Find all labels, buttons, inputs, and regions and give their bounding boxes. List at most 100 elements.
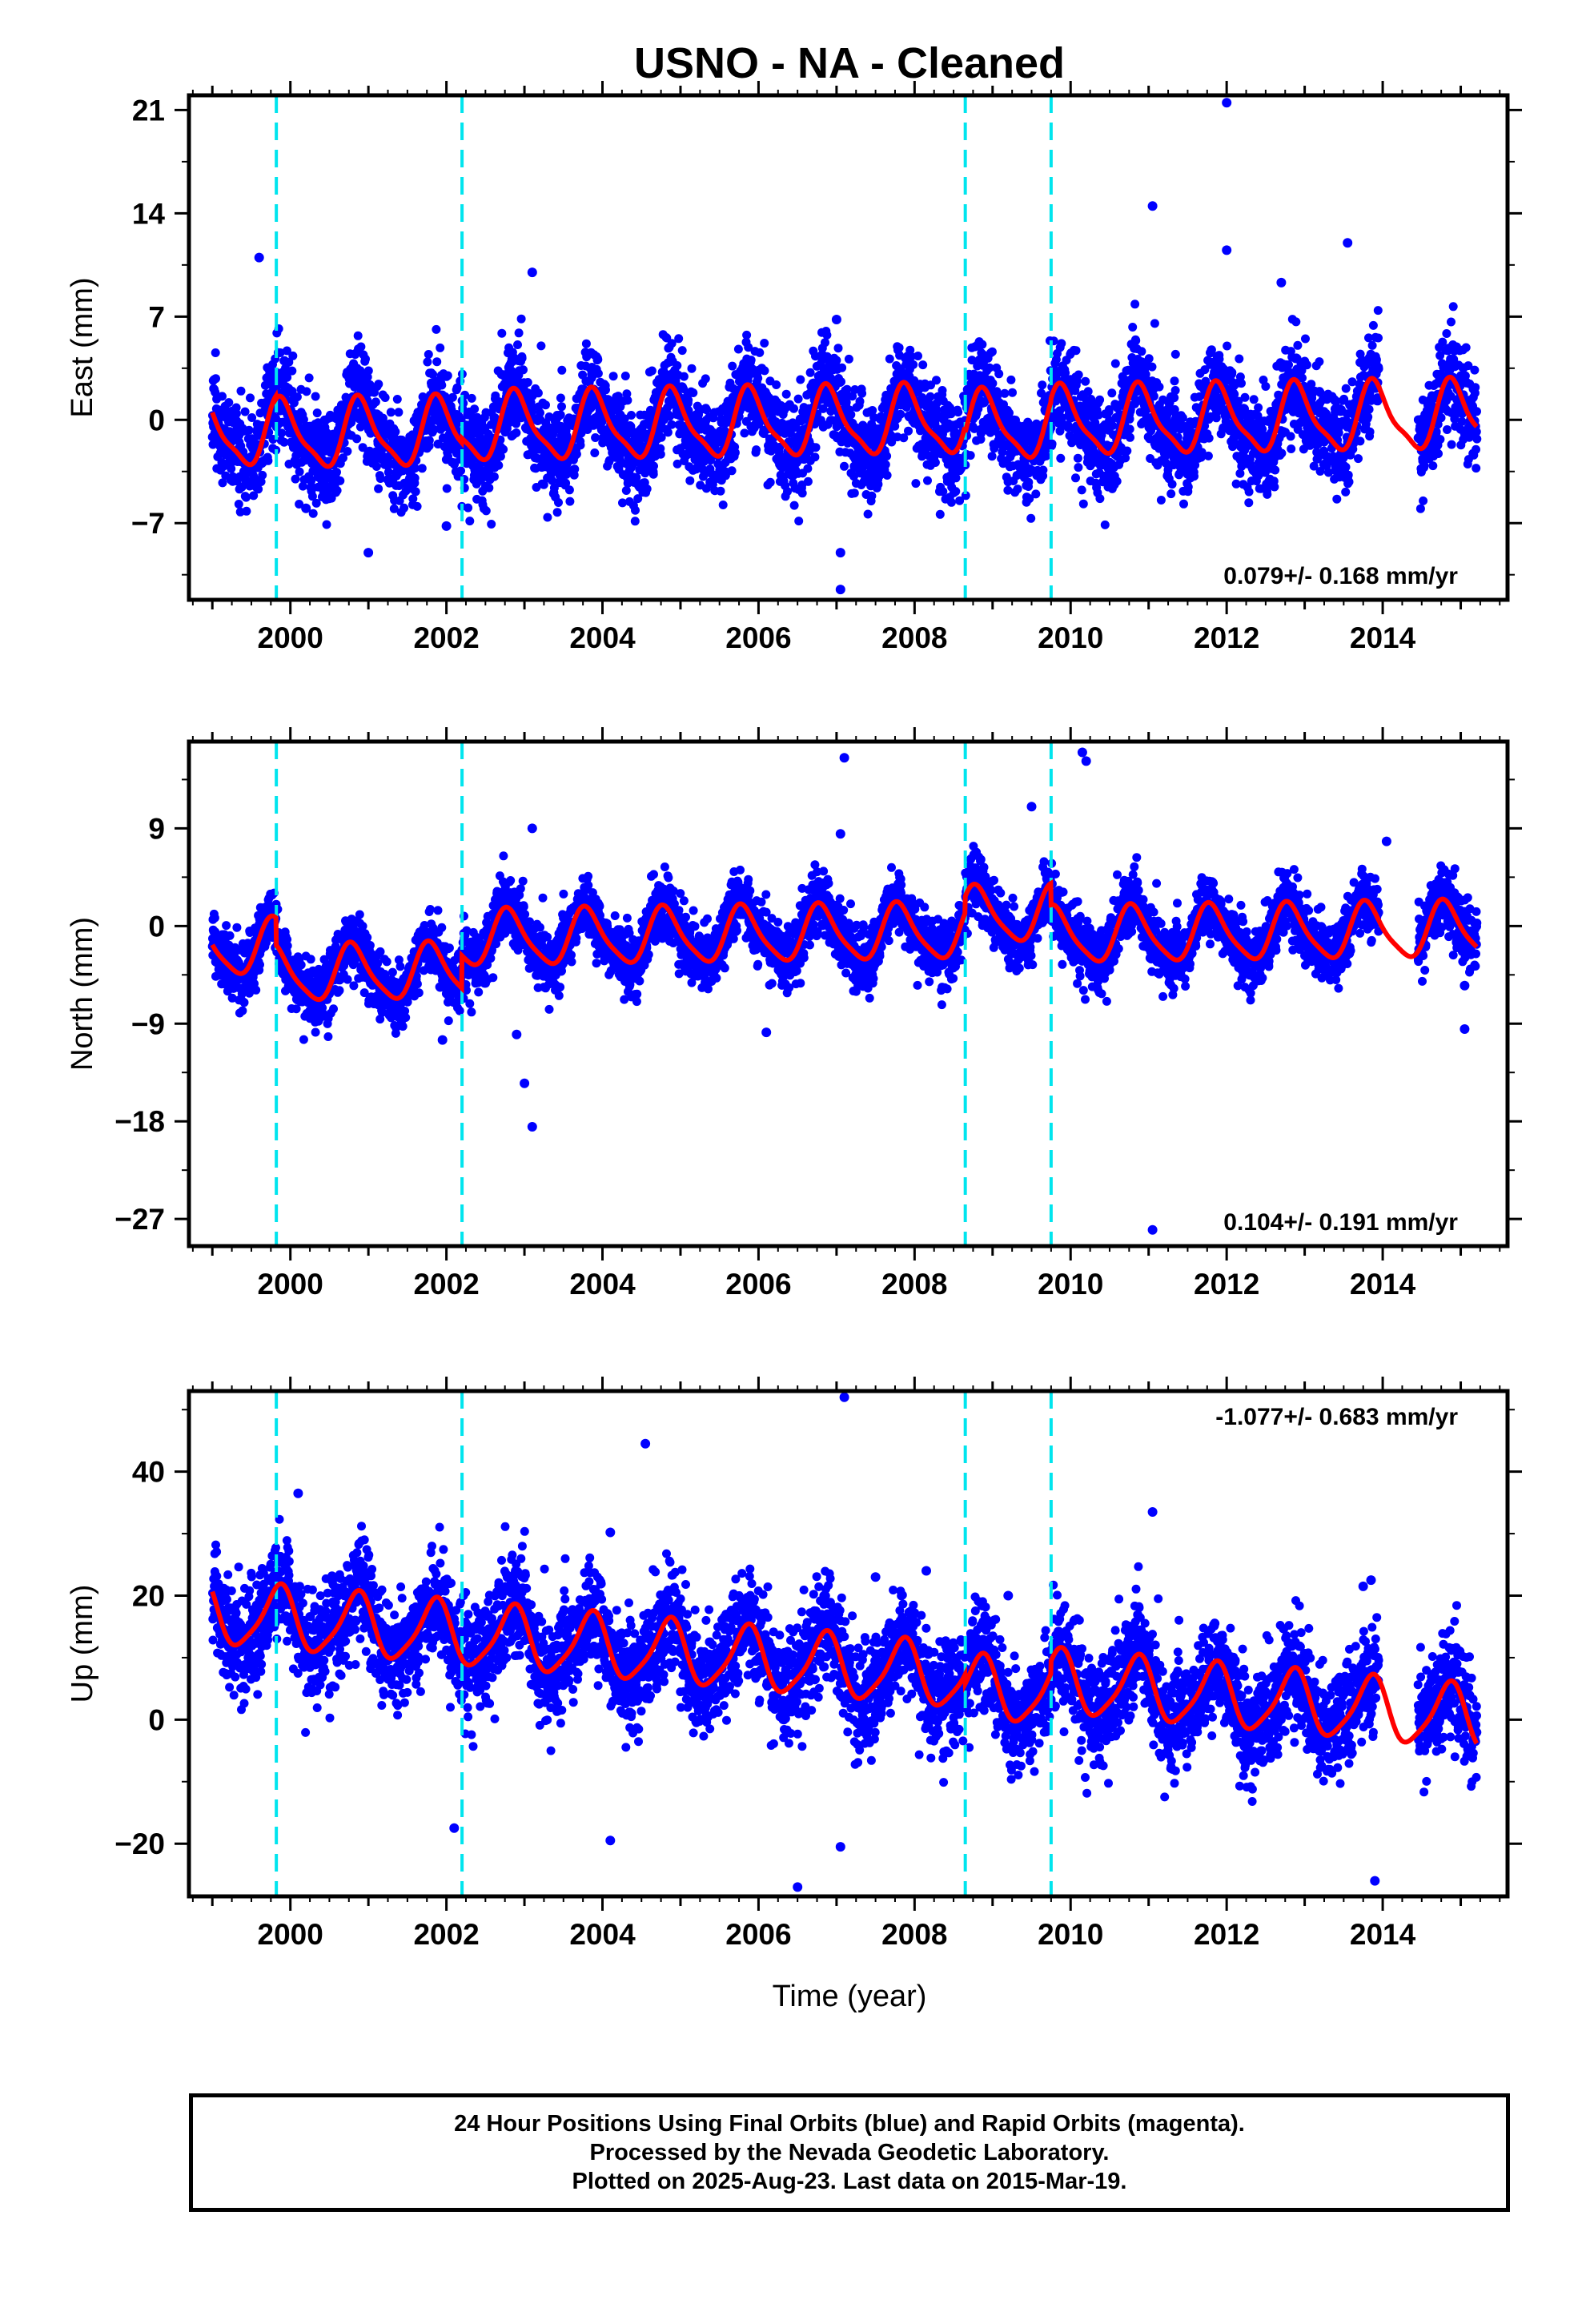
east-point xyxy=(448,392,457,402)
east-point xyxy=(1235,354,1244,364)
east-point xyxy=(904,426,913,436)
east-point xyxy=(885,354,894,364)
x-axis-title: Time (year) xyxy=(773,1980,927,2013)
east-point xyxy=(211,348,220,357)
east-point xyxy=(718,501,728,509)
east-point xyxy=(745,371,753,380)
east-point xyxy=(618,498,627,508)
east-point xyxy=(211,374,220,384)
east-point xyxy=(241,493,251,502)
east-point xyxy=(1368,320,1378,330)
east-point xyxy=(1178,413,1187,423)
east-point xyxy=(358,443,367,452)
east-point xyxy=(347,418,356,427)
east-point xyxy=(684,396,693,405)
east-point xyxy=(1057,339,1066,348)
east-point xyxy=(411,487,420,497)
east-point xyxy=(552,508,562,517)
east-point xyxy=(789,501,799,510)
east-point xyxy=(1419,496,1428,505)
east-point xyxy=(1364,404,1374,414)
east-point xyxy=(863,509,873,519)
east-point xyxy=(938,386,947,395)
east-point xyxy=(674,334,684,344)
east-point xyxy=(311,498,321,508)
east-point xyxy=(663,428,673,437)
east-point xyxy=(772,380,781,389)
east-point xyxy=(601,385,610,395)
east-point xyxy=(1355,436,1365,446)
east-point xyxy=(923,476,932,485)
east-point xyxy=(533,388,543,398)
east-point xyxy=(687,364,697,373)
east-point xyxy=(1270,482,1279,492)
east-point xyxy=(733,344,743,354)
east-point xyxy=(1125,424,1134,434)
east-point xyxy=(1071,346,1081,356)
east-point xyxy=(1170,349,1180,359)
east-point xyxy=(352,434,362,444)
east-point xyxy=(1354,454,1363,464)
east-point xyxy=(1254,403,1263,412)
east-point xyxy=(263,456,273,465)
east-point xyxy=(911,479,921,489)
east-point xyxy=(803,476,813,486)
east-point xyxy=(753,373,763,383)
east-point xyxy=(1447,317,1456,327)
east-point xyxy=(938,487,948,497)
east-point xyxy=(1415,504,1425,513)
east-point xyxy=(246,393,255,403)
east-point xyxy=(304,373,314,383)
east-point xyxy=(1293,340,1303,350)
east-point xyxy=(882,471,892,480)
east-point xyxy=(954,408,963,417)
east-point xyxy=(562,423,572,432)
east-point xyxy=(247,413,257,422)
east-point xyxy=(519,365,528,375)
east-point xyxy=(548,476,557,485)
east-point xyxy=(918,360,928,370)
east-point xyxy=(640,468,650,478)
east-point xyxy=(211,388,220,397)
east-point xyxy=(593,355,603,364)
east-point xyxy=(1291,317,1301,327)
east-point xyxy=(487,520,496,529)
chart-title: USNO - NA - Cleaned xyxy=(634,39,1065,87)
east-point xyxy=(218,392,227,401)
east-point xyxy=(665,412,674,421)
east-point xyxy=(249,491,259,501)
east-point xyxy=(279,437,289,447)
east-point xyxy=(855,396,865,406)
east-point xyxy=(679,384,689,393)
east-point xyxy=(1026,513,1036,523)
east-point xyxy=(258,470,267,480)
east-point xyxy=(1263,489,1272,499)
east-point xyxy=(1074,370,1083,380)
east-point xyxy=(631,505,640,515)
east-point xyxy=(541,400,550,410)
east-point xyxy=(765,477,775,487)
east-point xyxy=(1112,476,1122,486)
east-point xyxy=(371,462,381,471)
east-point xyxy=(1081,376,1090,386)
east-point xyxy=(1071,473,1080,483)
east-point xyxy=(400,503,409,513)
east-point xyxy=(1013,485,1022,494)
east-point xyxy=(1150,319,1159,328)
east-point xyxy=(1277,448,1287,458)
east-point xyxy=(543,513,552,522)
east-point xyxy=(356,342,366,352)
east-point xyxy=(1334,428,1343,437)
east-point xyxy=(1125,414,1134,424)
east-point xyxy=(1183,482,1193,492)
east-point xyxy=(966,451,975,460)
east-point xyxy=(528,402,537,412)
east-plot-area xyxy=(207,95,1482,600)
east-point xyxy=(783,487,792,497)
east-point xyxy=(295,500,304,509)
east-point xyxy=(1287,444,1296,453)
east-point xyxy=(423,357,432,367)
east-point xyxy=(516,314,526,324)
east-point xyxy=(1008,388,1017,397)
east-point xyxy=(593,368,603,378)
